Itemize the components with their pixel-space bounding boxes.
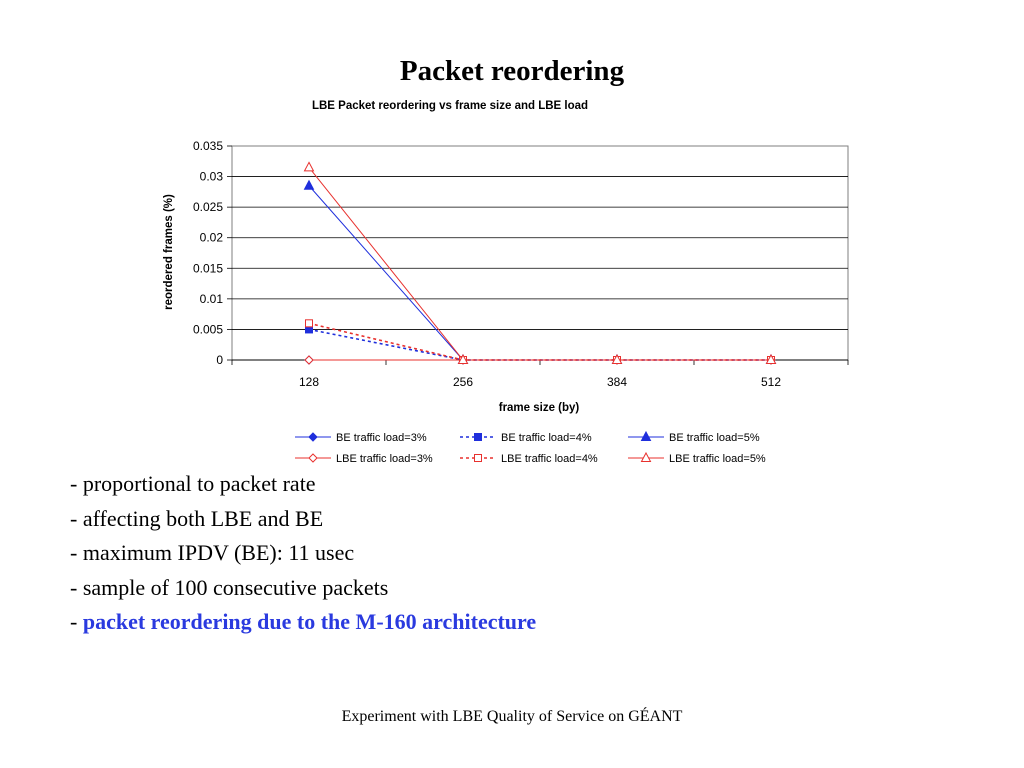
- legend-label: LBE traffic load=4%: [501, 453, 598, 465]
- y-tick-label: 0.025: [193, 200, 223, 214]
- data-point: [765, 353, 777, 364]
- x-tick-label: 384: [607, 375, 627, 389]
- x-axis-label: frame size (by): [499, 402, 580, 414]
- legend-marker: [308, 432, 318, 442]
- legend: BE traffic load=3% BE traffic load=4% BE t…: [295, 430, 766, 465]
- legend-marker: [474, 454, 482, 462]
- bullet-item: - packet reordering due to the M-160 arc…: [70, 609, 537, 634]
- legend-label: LBE traffic load=3%: [336, 453, 433, 465]
- legend-label: BE traffic load=5%: [669, 432, 760, 444]
- bullet-item: - proportional to packet rate: [70, 471, 316, 496]
- y-axis-label: reordered frames (%): [163, 194, 175, 310]
- y-tick-label: 0.005: [193, 322, 223, 336]
- y-tick-label: 0.035: [193, 139, 223, 153]
- bullet-text: affecting both LBE and BE: [82, 505, 324, 531]
- x-tick-label: 512: [761, 375, 781, 389]
- bullet-list: - proportional to packet rate - affectin…: [70, 467, 536, 640]
- bullet-item: - maximum IPDV (BE): 11 usec: [70, 540, 355, 565]
- plot-area: 0 0.005 0.01 0.015 0.02 0.025 0.03 0.035 128 256 3…: [193, 139, 849, 389]
- slide-footer: Experiment with LBE Quality of Service o…: [341, 708, 683, 725]
- bullet-item: - affecting both LBE and BE: [70, 505, 324, 531]
- y-tick-label: 0.03: [200, 170, 224, 184]
- legend-label: LBE traffic load=5%: [669, 453, 766, 465]
- chart-title: LBE Packet reordering vs frame size and …: [312, 100, 588, 112]
- data-point: [303, 161, 315, 172]
- data-point: [457, 353, 469, 364]
- legend-label: BE traffic load=4%: [501, 432, 592, 444]
- x-tick-label: 256: [453, 375, 473, 389]
- data-point: [303, 179, 315, 190]
- plot-frame: [231, 145, 849, 361]
- legend-label: BE traffic load=3%: [336, 432, 427, 444]
- bullet-text-highlight: packet reordering due to the M-160 archi…: [82, 609, 537, 634]
- chart: LBE Packet reordering vs frame size and …: [163, 100, 849, 465]
- y-tick-label: 0.01: [200, 292, 224, 306]
- bullet-text: maximum IPDV (BE): 11 usec: [82, 540, 355, 565]
- legend-marker: [640, 430, 652, 441]
- bullet-item: - sample of 100 consecutive packets: [70, 574, 389, 600]
- slide-title: Packet reordering: [399, 55, 625, 87]
- bullet-text: sample of 100 consecutive packets: [82, 574, 389, 600]
- legend-marker: [474, 433, 482, 441]
- series-line: [308, 167, 771, 361]
- y-tick-label: 0.02: [200, 231, 224, 245]
- data-point: [611, 353, 623, 364]
- data-point: [305, 319, 313, 328]
- y-tick-label: 0.015: [193, 261, 223, 275]
- legend-marker: [640, 451, 652, 462]
- x-tick-label: 128: [299, 375, 319, 389]
- bullet-text: proportional to packet rate: [82, 471, 316, 496]
- data-point: [304, 355, 314, 365]
- y-tick-label: 0: [216, 353, 223, 367]
- legend-marker: [308, 453, 318, 463]
